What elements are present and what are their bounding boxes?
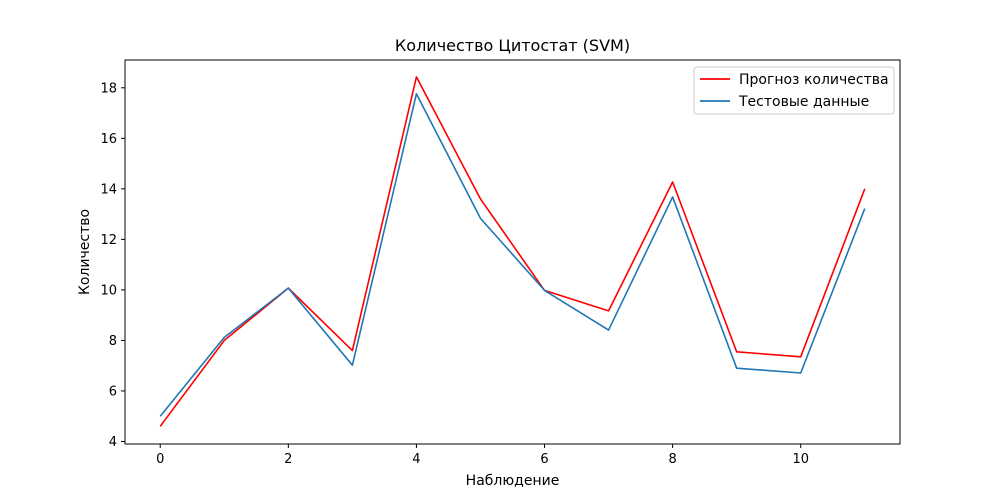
legend-label: Тестовые данные [738,94,869,110]
legend-label: Прогноз количества [739,72,889,88]
x-tick-label: 6 [540,452,548,467]
x-tick-label: 10 [792,452,809,467]
y-tick-label: 12 [100,233,117,248]
series-line-1 [159,93,866,417]
y-tick-label: 10 [100,283,117,298]
legend: Прогноз количества Тестовые данные [693,66,895,115]
y-tick-label: 18 [100,81,117,96]
y-axis-label: Количество [77,209,93,295]
y-tick-label: 14 [100,182,117,197]
y-tick-label: 8 [109,334,117,349]
plot-lines [159,76,866,427]
x-tick-label: 2 [284,452,292,467]
y-tick-label: 4 [109,435,117,450]
y-axis-ticks: 4 6 8 10 12 14 16 18 [100,81,125,450]
x-axis-label: Наблюдение [466,473,560,489]
y-tick-label: 16 [100,132,117,147]
x-tick-label: 4 [412,452,420,467]
y-tick-label: 6 [109,384,117,399]
x-tick-label: 8 [668,452,676,467]
chart-title: Количество Цитостат (SVM) [395,36,630,55]
plot-frame [124,59,901,445]
legend-box [693,66,895,115]
x-axis-ticks: 0 2 4 6 8 10 [156,444,809,467]
x-tick-label: 0 [156,452,164,467]
